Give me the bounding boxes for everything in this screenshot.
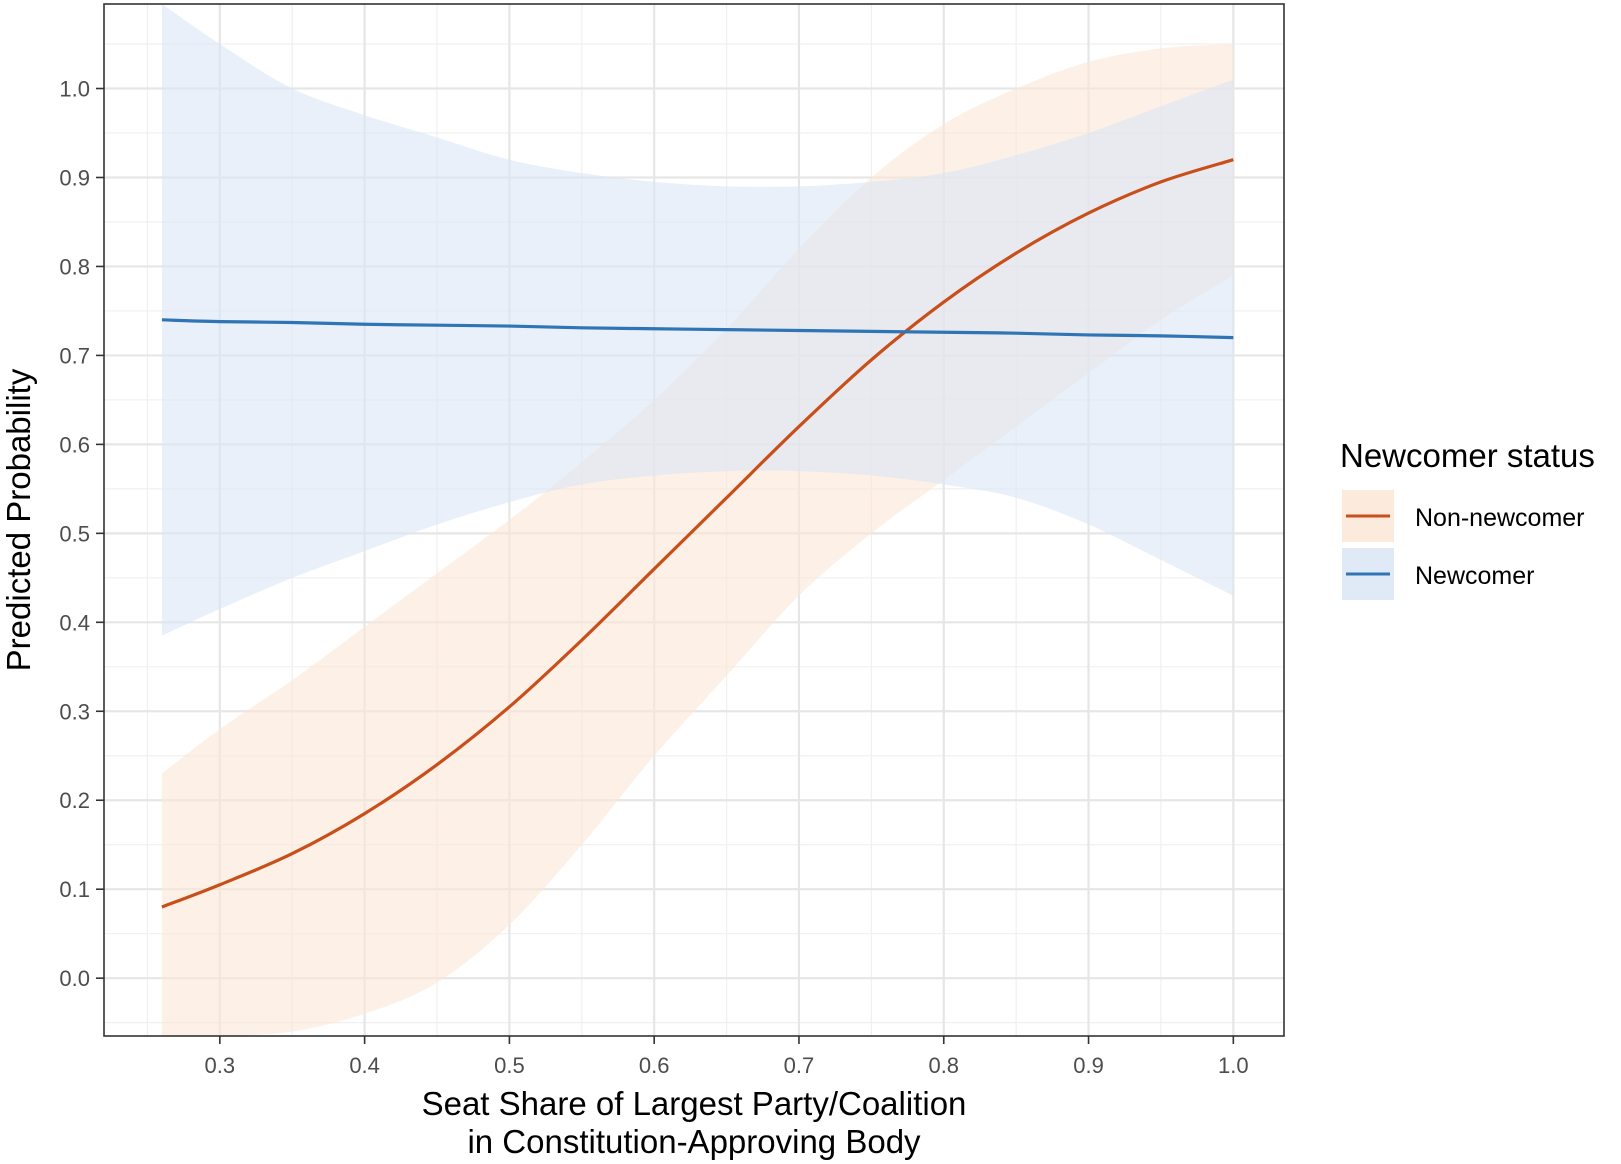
y-tick-label: 0.2 [59,788,90,813]
legend-label-non-newcomer: Non-newcomer [1415,504,1585,532]
panel-border [103,3,1285,1037]
x-tick-label: 0.8 [928,1053,959,1078]
legend-title: Newcomer status [1340,437,1595,474]
x-axis: 0.3 0.4 0.5 0.6 0.7 0.8 0.9 1.0 [205,1036,1249,1078]
legend: Newcomer status Non-newcomer Newcomer [1340,437,1595,600]
y-axis-title: Predicted Probability [0,368,37,671]
y-tick-label: 1.0 [59,77,90,102]
line-non-newcomer [161,158,1234,909]
x-tick-label: 0.6 [639,1053,670,1078]
legend-label-newcomer: Newcomer [1415,562,1534,590]
x-tick-label: 1.0 [1218,1053,1249,1078]
legend-item-newcomer: Newcomer [1342,548,1534,600]
x-tick-label: 0.9 [1073,1053,1104,1078]
y-tick-label: 0.4 [59,610,90,635]
series-lines [161,158,1234,909]
y-tick-label: 0.6 [59,432,90,457]
line-newcomer [161,318,1234,340]
ribbon-newcomer [161,4,1234,636]
y-tick-label: 0.1 [59,877,90,902]
y-tick-label: 0.8 [59,254,90,279]
x-tick-label: 0.3 [205,1053,236,1078]
y-tick-label: 0.9 [59,165,90,190]
y-tick-label: 0.7 [59,343,90,368]
y-axis: 0.0 0.1 0.2 0.3 0.4 0.5 0.6 0.7 0.8 0.9 1.0 [59,77,104,991]
y-tick-label: 0.3 [59,699,90,724]
x-axis-title-line2: in Constitution-Approving Body [467,1123,921,1160]
x-tick-label: 0.7 [784,1053,815,1078]
x-tick-label: 0.5 [494,1053,525,1078]
legend-item-non-newcomer: Non-newcomer [1342,490,1585,542]
confidence-ribbons [161,4,1234,1037]
y-tick-label: 0.0 [59,966,90,991]
x-tick-label: 0.4 [349,1053,380,1078]
x-axis-title-line1: Seat Share of Largest Party/Coalition [422,1085,967,1122]
y-tick-label: 0.5 [59,521,90,546]
